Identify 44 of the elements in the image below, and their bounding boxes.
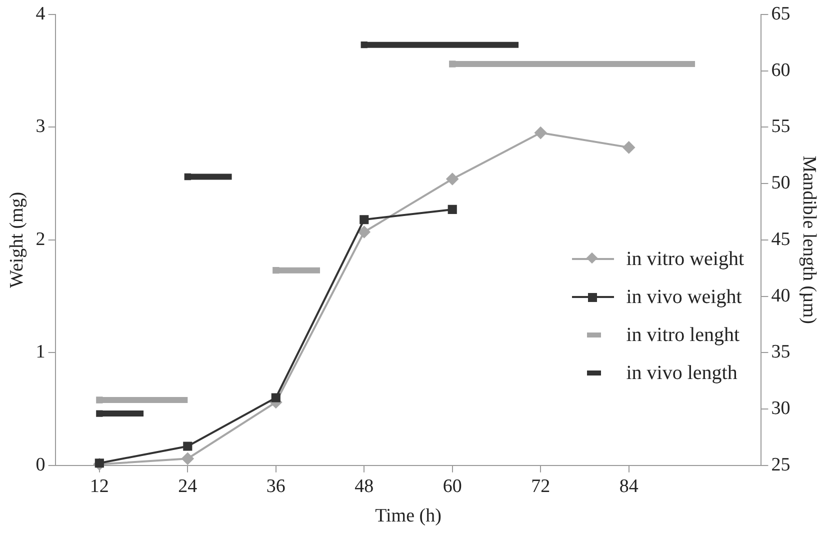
y2-tick-label: 30 <box>771 398 790 420</box>
point <box>96 410 103 417</box>
point <box>449 60 456 68</box>
point <box>448 204 457 214</box>
point <box>358 226 370 238</box>
y2-tick-label: 55 <box>771 116 790 138</box>
point <box>271 393 280 402</box>
y2-tick-label: 50 <box>771 172 790 194</box>
point <box>446 173 458 186</box>
x-tick-label: 60 <box>442 476 462 497</box>
point <box>184 173 191 180</box>
y-tick-label: 0 <box>36 454 46 476</box>
legend-label: in vitro lenght <box>626 324 740 346</box>
point <box>622 141 635 154</box>
x-tick-label: 72 <box>531 476 550 497</box>
x-axis-title: Time (h) <box>375 506 442 527</box>
x-tick-label: 36 <box>266 476 286 497</box>
y-axis-title: Weight (mg) <box>6 192 28 288</box>
y-tick-label: 4 <box>36 3 46 24</box>
legend-label: in vivo length <box>626 362 738 384</box>
point <box>272 267 280 274</box>
legend-label: in vitro weight <box>626 248 744 270</box>
x-tick-label: 84 <box>619 476 639 497</box>
point <box>534 126 547 139</box>
y2-axis-title: Mandible length (µm) <box>798 156 820 324</box>
y-tick-label: 3 <box>36 116 46 138</box>
point <box>360 215 369 224</box>
x-tick-label: 24 <box>178 476 198 497</box>
y2-tick-label: 40 <box>771 285 790 306</box>
point <box>94 458 104 468</box>
point <box>182 452 194 465</box>
y2-tick-label: 60 <box>771 60 790 81</box>
x-tick-label: 48 <box>354 476 374 497</box>
y2-tick-label: 45 <box>771 228 790 250</box>
y2-tick-label: 35 <box>771 342 790 363</box>
x-tick-label: 12 <box>90 476 109 497</box>
point <box>183 442 192 451</box>
point <box>360 42 368 48</box>
y2-tick-label: 25 <box>771 454 790 476</box>
legend-label: in vivo weight <box>626 286 742 308</box>
y-tick-label: 2 <box>36 228 46 250</box>
point <box>96 396 103 404</box>
y-tick-label: 1 <box>36 342 46 363</box>
y2-tick-label: 65 <box>771 3 790 24</box>
